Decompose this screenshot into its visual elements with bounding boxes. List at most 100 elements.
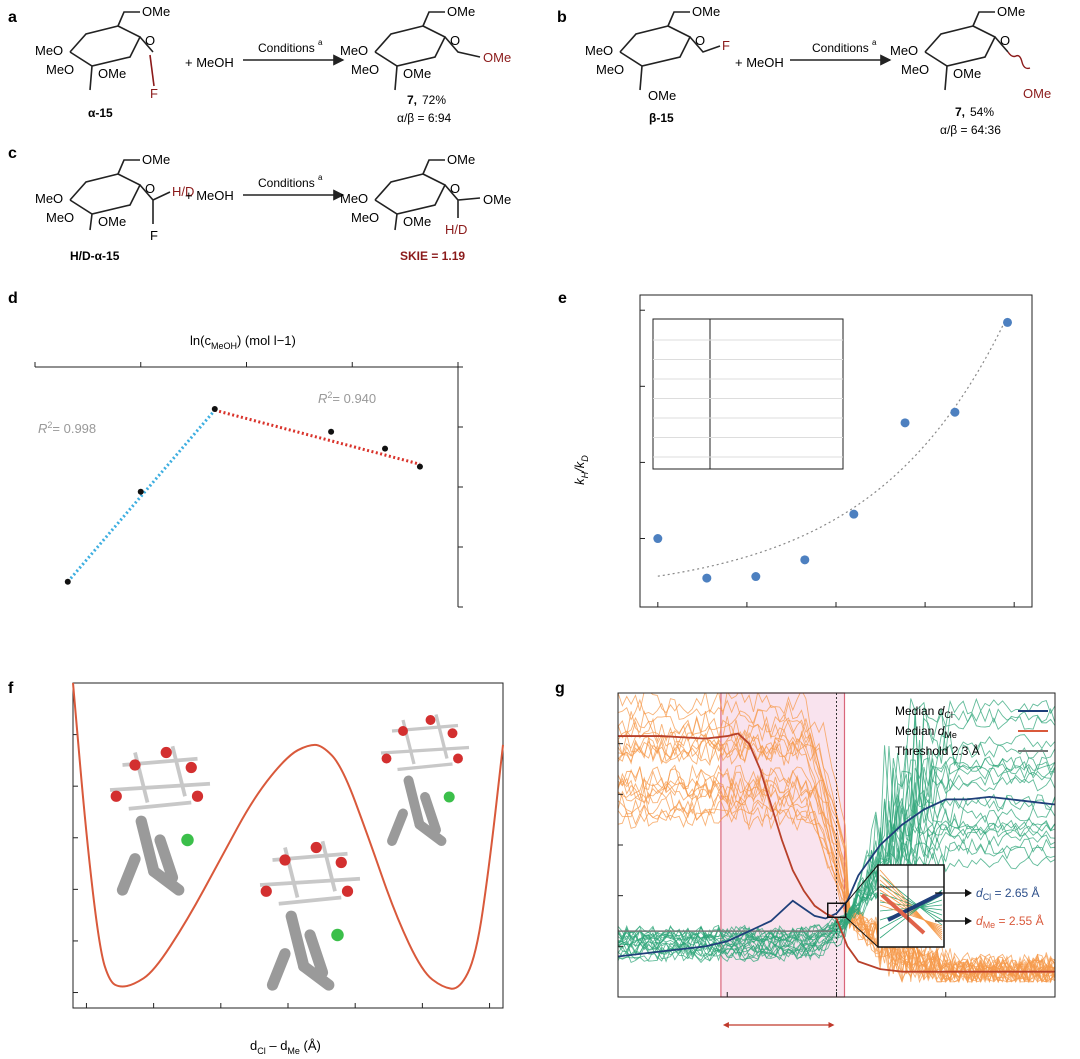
svg-text:a: a bbox=[318, 38, 323, 47]
oxygen-atom bbox=[185, 761, 197, 774]
data-point bbox=[382, 445, 389, 452]
fit-table bbox=[652, 318, 844, 470]
svg-text:MeO: MeO bbox=[340, 43, 368, 58]
data-point bbox=[653, 534, 663, 544]
svg-text:H/D: H/D bbox=[445, 222, 467, 237]
trajectory-line bbox=[618, 693, 1055, 984]
bond-thick bbox=[116, 853, 141, 896]
data-point bbox=[211, 406, 218, 412]
trajectory-line bbox=[618, 733, 1055, 953]
chart-g: g Median dCl Median dMe Threshold 2.3 Å dCl… bbox=[555, 680, 1056, 1028]
svg-text:Conditions: Conditions bbox=[812, 41, 869, 55]
inset-median-dcl bbox=[887, 891, 943, 922]
bond-thick bbox=[285, 910, 310, 972]
chlorine-atom bbox=[443, 791, 455, 803]
trajectory-line bbox=[618, 698, 1055, 983]
oxygen-atom bbox=[110, 790, 122, 802]
panel-label-a: a bbox=[8, 9, 17, 26]
inset-line bbox=[879, 904, 943, 927]
trajectory-line bbox=[618, 709, 1055, 978]
svg-text:OMe: OMe bbox=[447, 4, 475, 19]
svg-text:α/β = 6:94: α/β = 6:94 bbox=[397, 111, 452, 125]
oxygen-atom bbox=[341, 885, 354, 897]
inset-line bbox=[879, 889, 943, 933]
svg-text:F: F bbox=[150, 228, 158, 243]
zoom-connector-top bbox=[845, 864, 879, 904]
scheme-b-product: OMe O MeO MeO OMe OMe 7, 54% α/β = 64:36 bbox=[890, 4, 1051, 137]
bond-thick bbox=[148, 865, 185, 896]
svg-text:OMe: OMe bbox=[98, 214, 126, 229]
svg-text:H/D: H/D bbox=[172, 184, 194, 199]
dme-value-label: dMe = 2.55 Å bbox=[976, 913, 1044, 930]
inset-median-dme bbox=[880, 893, 926, 935]
bond bbox=[434, 714, 449, 759]
data-point bbox=[849, 509, 859, 519]
bond bbox=[397, 762, 453, 772]
scheme-b-reactant: OMe O MeO MeO OMe F β-15 bbox=[585, 4, 730, 125]
scheme-c-plus: + MeOH bbox=[185, 188, 234, 203]
x-axis-label: ln(cMeOH) (mol l−1) bbox=[190, 333, 296, 351]
svg-text:MeO: MeO bbox=[35, 43, 63, 58]
bond bbox=[380, 745, 470, 755]
inset-line bbox=[879, 869, 943, 941]
panel-label-d: d bbox=[8, 290, 18, 307]
svg-text:OMe: OMe bbox=[997, 4, 1025, 19]
bond-thick bbox=[304, 929, 329, 979]
bond-thick bbox=[403, 775, 425, 830]
bond-thick bbox=[387, 808, 408, 846]
chart-e: e kH/kD bbox=[558, 290, 1033, 608]
svg-text:F: F bbox=[150, 86, 158, 101]
svg-text:72%: 72% bbox=[422, 93, 446, 107]
chlorine-atom bbox=[181, 833, 194, 847]
schemes-area: a b c OMe O MeO MeO OMe F α-15 + MeOH Co… bbox=[8, 4, 1051, 263]
r2-annotation-1: R2= 0.998 bbox=[38, 420, 96, 436]
legend-entry-1: Median dCl bbox=[895, 704, 953, 720]
bond bbox=[128, 800, 192, 811]
data-point bbox=[64, 578, 71, 585]
oxygen-atom bbox=[310, 841, 322, 854]
data-point bbox=[416, 463, 423, 470]
svg-text:O: O bbox=[145, 33, 155, 48]
svg-text:O: O bbox=[450, 181, 460, 196]
data-point bbox=[137, 488, 144, 495]
svg-text:F: F bbox=[722, 38, 730, 53]
oxygen-atom bbox=[191, 790, 204, 802]
data-point bbox=[751, 572, 761, 582]
svg-text:Conditions: Conditions bbox=[258, 176, 315, 190]
svg-text:OMe: OMe bbox=[403, 214, 431, 229]
svg-text:OMe: OMe bbox=[1023, 86, 1051, 101]
svg-text:OMe: OMe bbox=[692, 4, 720, 19]
svg-text:O: O bbox=[450, 33, 460, 48]
inset-line bbox=[879, 883, 943, 921]
svg-text:OMe: OMe bbox=[483, 192, 511, 207]
scheme-b-plus: + MeOH bbox=[735, 55, 784, 70]
scheme-c-product: OMe O MeO MeO OMe OMe H/D SKIE = 1.19 bbox=[340, 152, 511, 263]
panel-label-c: c bbox=[8, 145, 17, 162]
dme-arrowhead bbox=[965, 917, 972, 925]
svg-text:54%: 54% bbox=[970, 105, 994, 119]
inset-line bbox=[879, 894, 943, 930]
zoom-box-small bbox=[827, 902, 847, 919]
chart-d: d ln(cMeOH) (mol l−1) R2= 0.998 R2= 0.940 bbox=[8, 290, 463, 608]
bond-thick bbox=[414, 819, 447, 846]
scheme-a-reactant-label: α-15 bbox=[88, 106, 113, 120]
x-axis-label: dCl – dMe (Å) bbox=[250, 1038, 321, 1056]
svg-text:OMe: OMe bbox=[403, 66, 431, 81]
chart-f: f dCl – dMe (Å) bbox=[8, 680, 504, 1056]
oxygen-atom bbox=[260, 885, 272, 897]
bond-thick bbox=[298, 960, 335, 991]
inset-line bbox=[879, 874, 943, 926]
svg-text:α/β = 64:36: α/β = 64:36 bbox=[940, 123, 1001, 137]
alpha-glucosyl-chloride-model bbox=[109, 745, 211, 896]
svg-text:O: O bbox=[145, 181, 155, 196]
bond-thick bbox=[266, 948, 291, 991]
data-point bbox=[950, 407, 960, 417]
svg-text:MeO: MeO bbox=[46, 210, 74, 225]
svg-text:7,: 7, bbox=[955, 105, 965, 119]
oxygen-atom bbox=[160, 746, 172, 759]
oxygen-atom bbox=[381, 753, 392, 764]
fit-line-1 bbox=[66, 409, 216, 583]
scheme-c-reactant-label: H/D-α-15 bbox=[70, 249, 120, 263]
svg-text:a: a bbox=[872, 38, 877, 47]
bond bbox=[278, 895, 342, 906]
